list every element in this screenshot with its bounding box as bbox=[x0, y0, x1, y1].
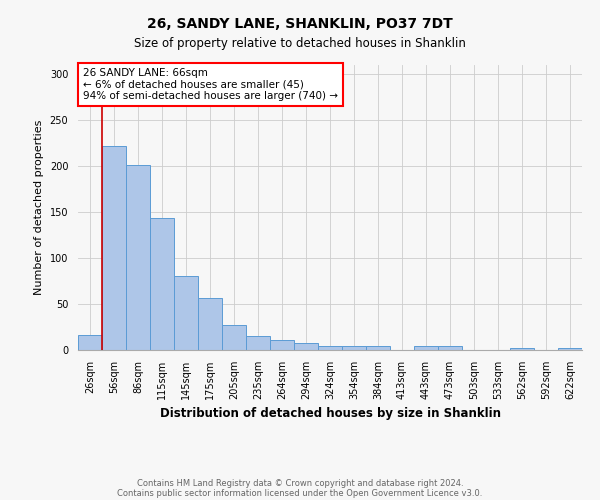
Bar bbox=[102, 146, 126, 350]
Text: Contains HM Land Registry data © Crown copyright and database right 2024.: Contains HM Land Registry data © Crown c… bbox=[137, 478, 463, 488]
Bar bbox=[174, 276, 198, 350]
Bar bbox=[558, 348, 582, 350]
Bar bbox=[222, 325, 246, 350]
Bar bbox=[366, 346, 390, 350]
X-axis label: Distribution of detached houses by size in Shanklin: Distribution of detached houses by size … bbox=[160, 408, 500, 420]
Y-axis label: Number of detached properties: Number of detached properties bbox=[34, 120, 44, 295]
Bar bbox=[150, 218, 174, 350]
Text: Size of property relative to detached houses in Shanklin: Size of property relative to detached ho… bbox=[134, 38, 466, 51]
Bar bbox=[342, 346, 366, 350]
Text: 26 SANDY LANE: 66sqm
← 6% of detached houses are smaller (45)
94% of semi-detach: 26 SANDY LANE: 66sqm ← 6% of detached ho… bbox=[83, 68, 338, 101]
Bar bbox=[318, 346, 342, 350]
Bar bbox=[126, 165, 150, 350]
Text: 26, SANDY LANE, SHANKLIN, PO37 7DT: 26, SANDY LANE, SHANKLIN, PO37 7DT bbox=[147, 18, 453, 32]
Bar bbox=[78, 336, 102, 350]
Bar bbox=[510, 348, 534, 350]
Bar bbox=[198, 298, 222, 350]
Bar bbox=[414, 346, 438, 350]
Bar bbox=[438, 346, 462, 350]
Bar bbox=[270, 340, 294, 350]
Text: Contains public sector information licensed under the Open Government Licence v3: Contains public sector information licen… bbox=[118, 489, 482, 498]
Bar bbox=[246, 336, 270, 350]
Bar bbox=[294, 342, 318, 350]
